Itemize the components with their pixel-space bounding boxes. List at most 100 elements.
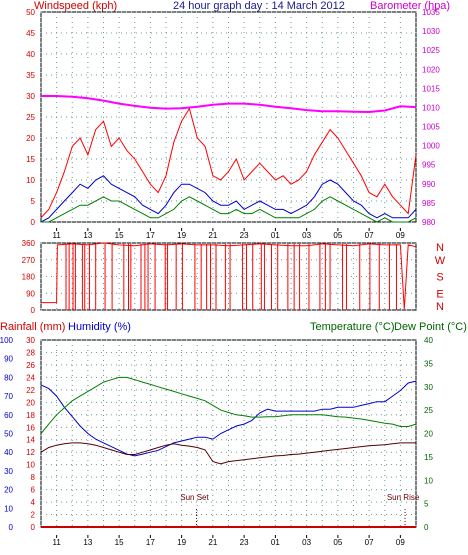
wind-x-tick-label: 15 — [115, 231, 124, 240]
humidity-tick-label: 0 — [9, 523, 14, 532]
temperature-x-tick-label: 01 — [271, 538, 280, 547]
windspeed-tick-label: 20 — [26, 134, 35, 143]
rainfall-tick-label: 6 — [31, 486, 36, 495]
temperature-panel-grid — [40, 339, 417, 528]
temperature-tick-label: 5 — [424, 500, 429, 509]
barometer-tick-label: 990 — [422, 180, 436, 189]
temperature-x-tick-label: 05 — [333, 538, 342, 547]
temperature-tick-label: 15 — [424, 453, 433, 462]
temperature-x-tick-label: 19 — [177, 538, 186, 547]
windspeed-tick-label: 30 — [26, 92, 35, 101]
wind-x-tick-label: 07 — [365, 231, 374, 240]
windspeed-tick-label: 40 — [26, 50, 35, 59]
humidity-tick-label: 60 — [4, 411, 13, 420]
humidity-tick-label: 10 — [4, 504, 13, 513]
dewpoint-axis-label: Dew Point (°C) — [394, 321, 467, 333]
temperature-x-tick-label: 07 — [365, 538, 374, 547]
windspeed-tick-label: 25 — [26, 113, 35, 122]
humidity-tick-label: 40 — [4, 448, 13, 457]
dew-point-series-line — [40, 442, 416, 465]
direction-tick-label: 0 — [31, 306, 36, 315]
humidity-tick-label: 30 — [4, 467, 13, 476]
windspeed-tick-label: 45 — [26, 29, 35, 38]
barometer-tick-label: 995 — [422, 161, 436, 170]
temperature-series-line — [40, 376, 417, 434]
temperature-x-tick-label: 23 — [240, 538, 249, 547]
barometer-tick-label: 1015 — [422, 84, 440, 93]
barometer-tick-label: 1000 — [422, 142, 440, 151]
compass-label: N — [436, 242, 444, 254]
humidity-tick-label: 90 — [4, 355, 13, 364]
wind-x-tick-label: 01 — [271, 231, 280, 240]
windspeed-axis-label: Windspeed (kph) — [34, 0, 118, 12]
direction-tick-label: 360 — [22, 239, 36, 248]
wind-x-tick-label: 03 — [302, 231, 311, 240]
rainfall-tick-label: 22 — [26, 386, 35, 395]
compass-label: E — [436, 288, 443, 300]
rainfall-tick-label: 4 — [31, 498, 36, 507]
humidity-series-line — [40, 380, 417, 457]
barometer-tick-label: 1005 — [422, 123, 440, 132]
direction-tick-label: 270 — [22, 256, 36, 265]
temperature-x-tick-label: 11 — [52, 538, 61, 547]
compass-label: N — [436, 301, 444, 313]
humidity-tick-label: 70 — [4, 392, 13, 401]
windspeed-tick-label: 15 — [26, 155, 35, 164]
temperature-x-tick-label: 17 — [146, 538, 155, 547]
rainfall-tick-label: 12 — [26, 448, 35, 457]
wind-x-tick-label: 11 — [52, 231, 61, 240]
wind-panel-grid — [40, 11, 417, 223]
direction-tick-label: 90 — [26, 289, 35, 298]
windspeed-tick-label: 35 — [26, 71, 35, 80]
temperature-x-tick-label: 15 — [115, 538, 124, 547]
wind-x-tick-label: 09 — [396, 231, 405, 240]
barometer-tick-label: 1035 — [422, 8, 440, 17]
windspeed-tick-label: 0 — [31, 218, 36, 227]
rainfall-tick-label: 26 — [26, 361, 35, 370]
wind-x-tick-label: 19 — [177, 231, 186, 240]
humidity-axis-label: Humidity (%) — [68, 321, 131, 333]
wind-x-tick-label: 17 — [146, 231, 155, 240]
rainfall-tick-label: 14 — [26, 436, 35, 445]
windspeed-series-line — [40, 175, 417, 223]
rainfall-tick-label: 2 — [31, 511, 36, 520]
rainfall-tick-label: 28 — [26, 348, 35, 357]
rainfall-axis-label: Rainfall (mm) — [0, 321, 66, 333]
rainfall-tick-label: 8 — [31, 473, 36, 482]
rainfall-tick-label: 0 — [31, 523, 36, 532]
rainfall-tick-label: 18 — [26, 411, 35, 420]
average-series-line — [41, 196, 417, 223]
wind-x-tick-label: 21 — [208, 231, 217, 240]
barometer-tick-label: 980 — [422, 218, 436, 227]
wind-x-tick-label: 05 — [333, 231, 342, 240]
humidity-tick-label: 80 — [4, 373, 13, 382]
rainfall-tick-label: 16 — [26, 423, 35, 432]
windspeed-tick-label: 10 — [26, 176, 35, 185]
temperature-tick-label: 0 — [424, 523, 429, 532]
humidity-tick-label: 50 — [4, 430, 13, 439]
temperature-panel-frame — [40, 339, 417, 528]
temperature-x-tick-label: 21 — [208, 538, 217, 547]
barometer-tick-label: 1025 — [422, 46, 440, 55]
rainfall-tick-label: 24 — [26, 373, 35, 382]
rainfall-tick-label: 10 — [26, 461, 35, 470]
compass-label: W — [435, 255, 446, 267]
temperature-tick-label: 30 — [424, 383, 433, 392]
rainfall-tick-label: 30 — [26, 336, 35, 345]
temperature-tick-label: 25 — [424, 406, 433, 415]
barometer-axis-label: Barometer (hpa) — [370, 0, 451, 12]
compass-label: S — [436, 272, 443, 284]
barometer-tick-label: 1010 — [422, 103, 440, 112]
chart-title: 24 hour graph day : 14 March 2012 — [173, 0, 345, 12]
windspeed-tick-label: 50 — [26, 8, 35, 17]
direction-tick-label: 180 — [22, 273, 36, 282]
wind-x-tick-label: 13 — [83, 231, 92, 240]
gust-series-line — [40, 107, 417, 219]
barometer-tick-label: 1020 — [422, 65, 440, 74]
humidity-tick-label: 20 — [4, 486, 13, 495]
barometer-tick-label: 1030 — [422, 27, 440, 36]
sun-annotation-label: Sun Set — [180, 493, 209, 502]
temperature-tick-label: 10 — [424, 476, 433, 485]
